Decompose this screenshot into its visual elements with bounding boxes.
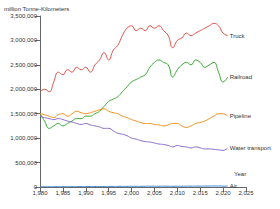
svg-text:2,010: 2,010 <box>170 190 186 196</box>
svg-text:1,985: 1,985 <box>55 190 71 196</box>
svg-text:1,000,000: 1,000,000 <box>10 135 37 141</box>
svg-text:Year: Year <box>234 171 246 177</box>
svg-text:2,005: 2,005 <box>147 190 163 196</box>
svg-text:million Tonne-Kilometers: million Tonne-Kilometers <box>4 6 69 12</box>
svg-text:1,500,000: 1,500,000 <box>10 111 37 117</box>
svg-text:Pipeline: Pipeline <box>230 113 252 119</box>
svg-text:2,500,000: 2,500,000 <box>10 62 37 68</box>
svg-text:3,500,000: 3,500,000 <box>10 13 37 19</box>
svg-text:1,980: 1,980 <box>32 190 48 196</box>
svg-text:Air: Air <box>230 183 237 189</box>
svg-text:0: 0 <box>33 184 37 190</box>
svg-text:1,990: 1,990 <box>78 190 94 196</box>
svg-text:1,995: 1,995 <box>101 190 117 196</box>
svg-text:2,020: 2,020 <box>216 190 232 196</box>
svg-text:2,000,000: 2,000,000 <box>10 86 37 92</box>
svg-text:2,015: 2,015 <box>193 190 209 196</box>
svg-text:Truck: Truck <box>230 33 246 39</box>
svg-text:2,025: 2,025 <box>238 190 254 196</box>
svg-text:2,000: 2,000 <box>124 190 140 196</box>
svg-text:3,000,000: 3,000,000 <box>10 37 37 43</box>
svg-text:Railroad: Railroad <box>230 74 252 80</box>
svg-text:Water transport: Water transport <box>230 145 271 151</box>
svg-text:500,000: 500,000 <box>15 160 37 166</box>
